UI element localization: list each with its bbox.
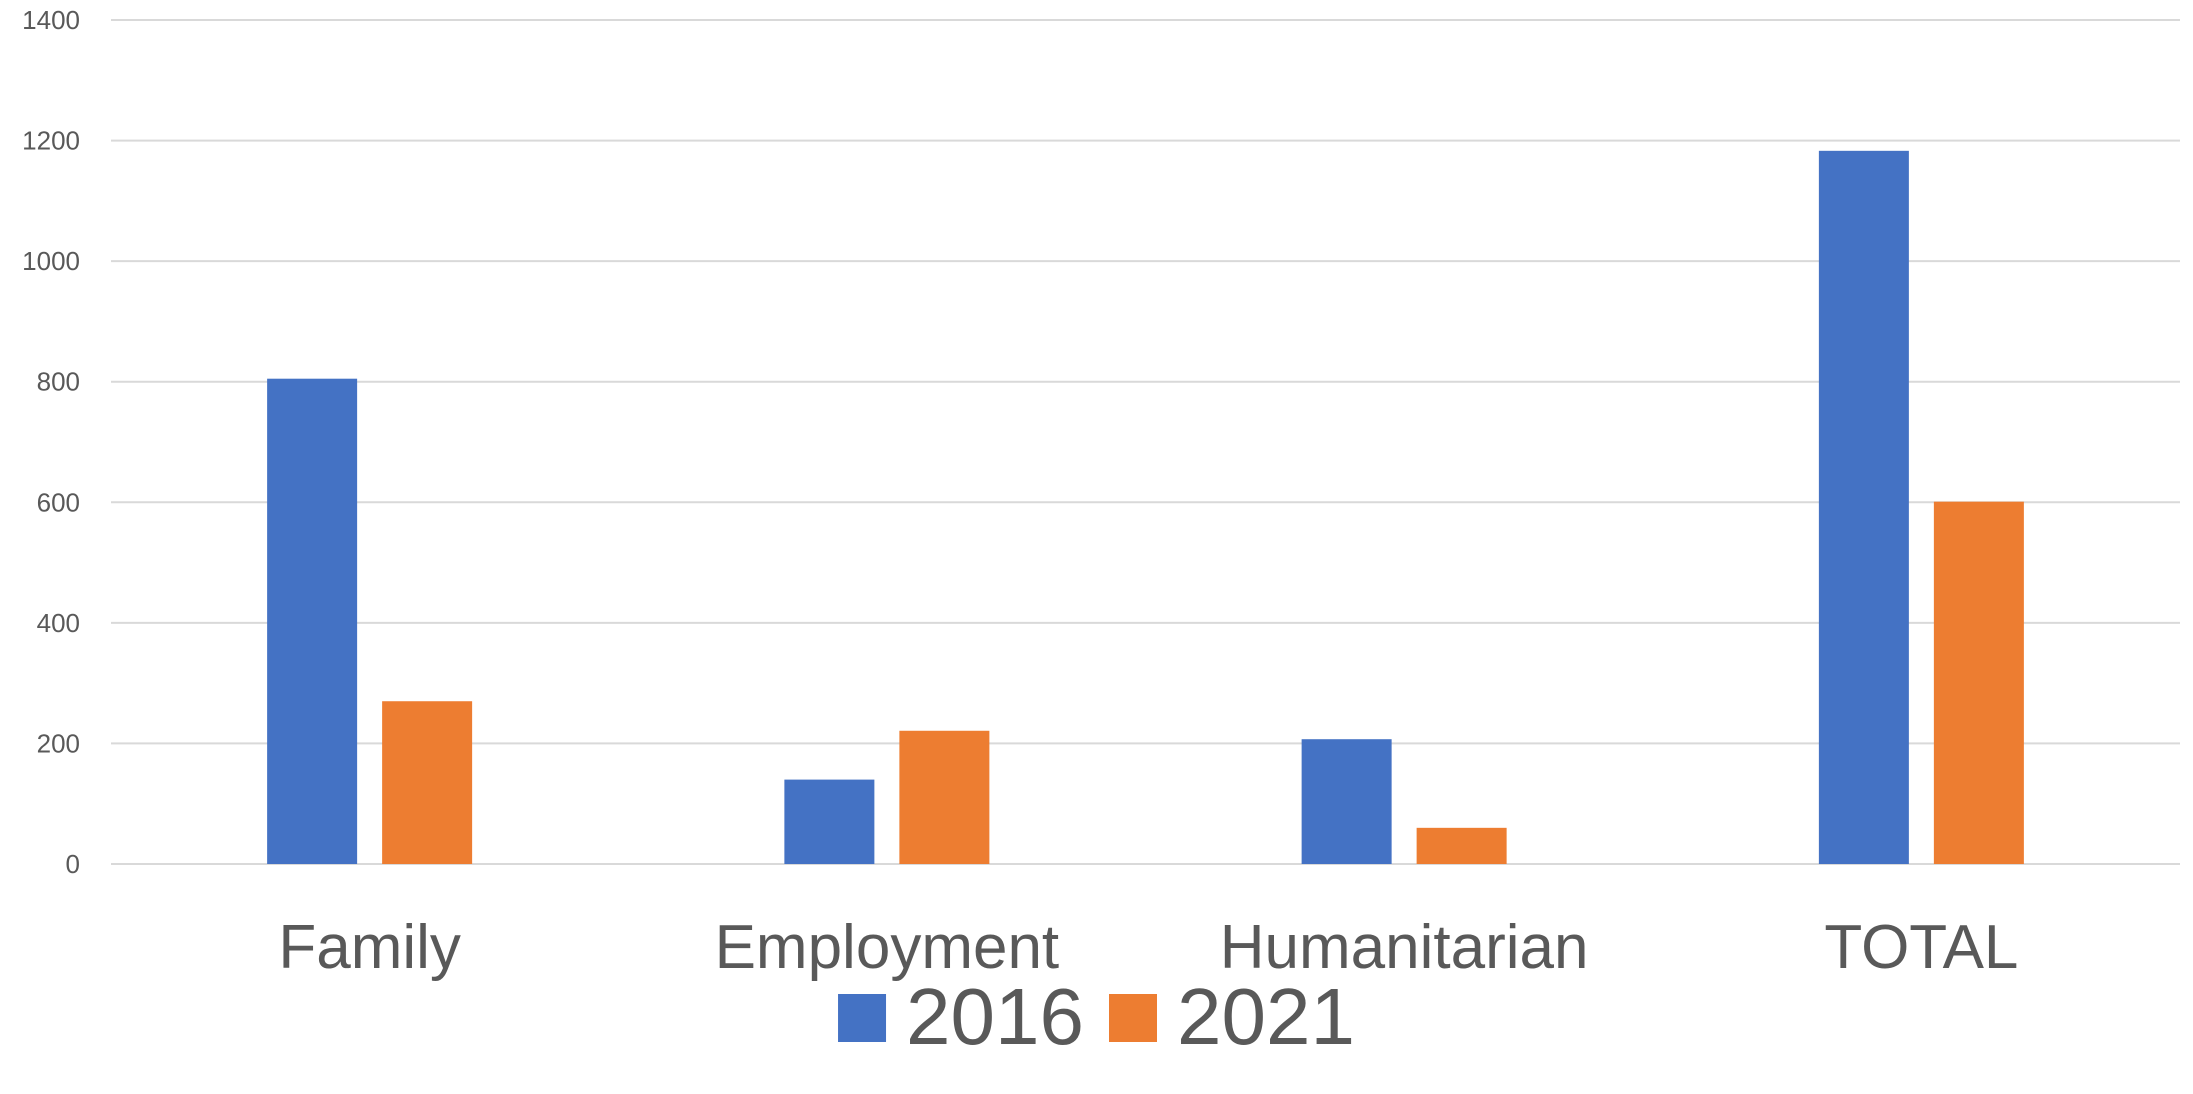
y-tick-label: 800	[37, 367, 80, 397]
y-tick-label: 200	[37, 728, 80, 758]
legend-swatch	[838, 994, 887, 1042]
legend-item-2021: 2021	[1109, 972, 1355, 1061]
bar-2016-employment	[784, 779, 875, 864]
bar-2021-total	[1933, 501, 2024, 864]
y-tick-label: 0	[66, 849, 80, 879]
y-tick-label: 1000	[22, 246, 80, 276]
y-axis-tick-labels: 0 200 400 600 800 1000 1200 1400	[22, 5, 80, 879]
y-tick-label: 1200	[22, 126, 80, 156]
bars	[267, 150, 2024, 864]
x-axis-category-labels: Family Employment Humanitarian TOTAL	[278, 913, 2018, 982]
legend-item-2016: 2016	[838, 972, 1084, 1061]
bar-2021-employment	[899, 730, 990, 864]
y-tick-label: 1400	[22, 5, 80, 35]
bar-2016-family	[267, 378, 358, 864]
x-category-label: Employment	[715, 913, 1060, 982]
bar-2021-humanitarian	[1416, 827, 1507, 864]
x-category-label: TOTAL	[1824, 913, 2018, 982]
bar-2016-humanitarian	[1301, 739, 1392, 864]
y-tick-label: 600	[37, 487, 80, 517]
legend-swatch	[1109, 994, 1157, 1042]
x-category-label: Humanitarian	[1220, 913, 1589, 982]
x-category-label: Family	[278, 913, 461, 982]
legend-label: 2016	[906, 972, 1084, 1061]
bar-2021-family	[382, 701, 473, 864]
bar-2016-total	[1818, 150, 1909, 864]
legend-label: 2021	[1177, 972, 1355, 1061]
legend: 2016 2021	[838, 972, 1355, 1061]
y-tick-label: 400	[37, 608, 80, 638]
